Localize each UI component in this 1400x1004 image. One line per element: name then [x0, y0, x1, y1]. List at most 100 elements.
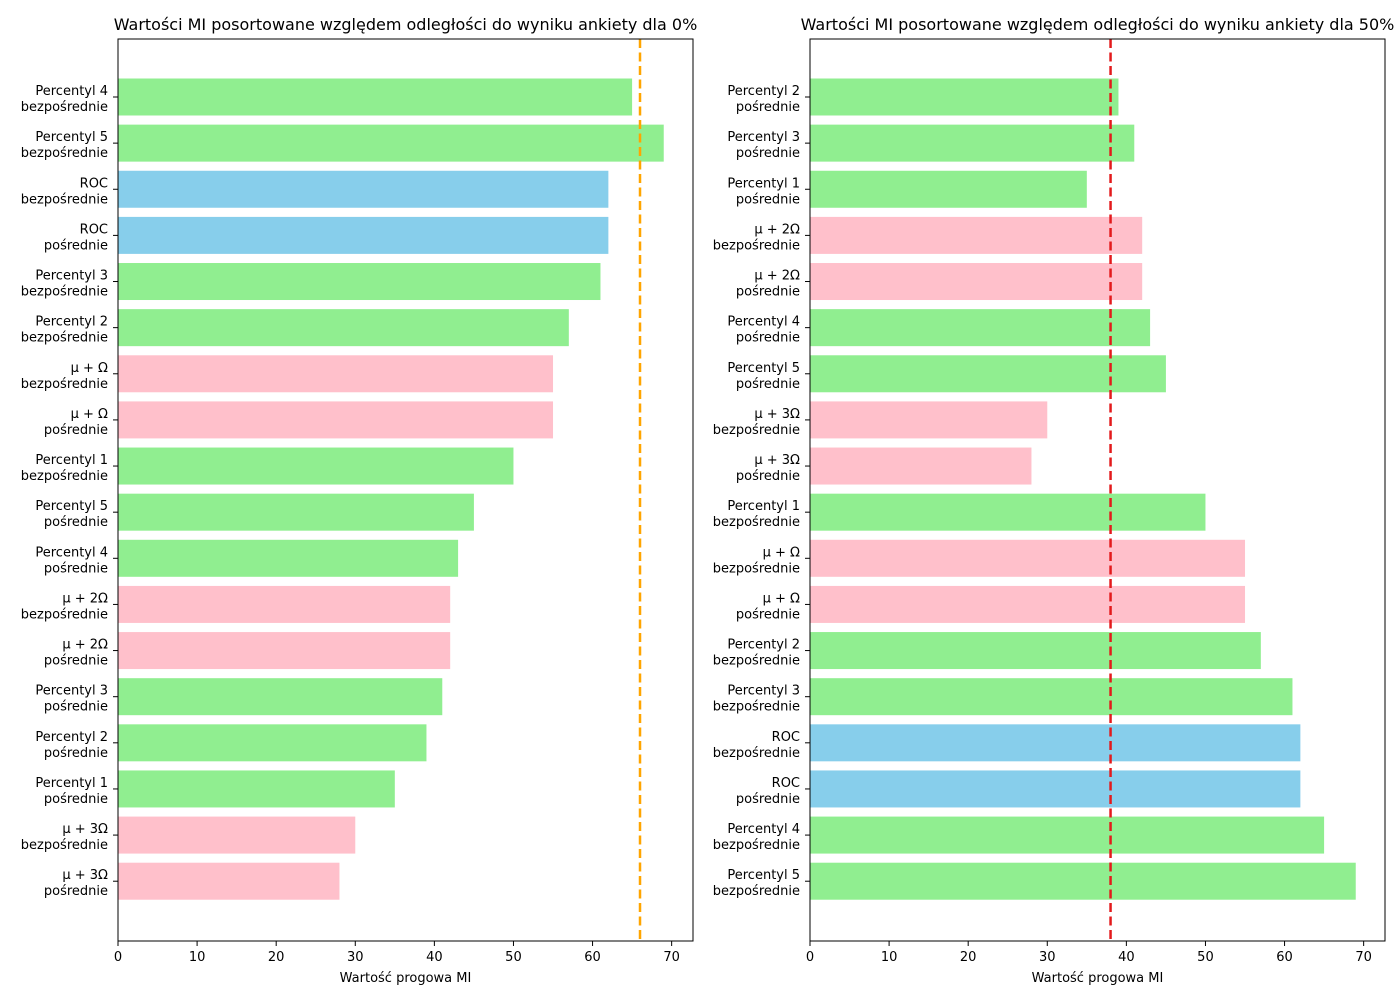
- x-tick-label: 40: [426, 950, 443, 965]
- y-tick-label: µ + 3Ω: [62, 868, 108, 883]
- chart-panel-1: Wartości MI posortowane względem odległo…: [21, 15, 698, 986]
- y-tick-label: µ + 3Ω: [754, 407, 800, 422]
- y-tick-label: Percentyl 2: [35, 315, 108, 330]
- y-tick-label: bezpośrednie: [21, 146, 108, 161]
- y-tick-label: bezpośrednie: [21, 377, 108, 392]
- y-tick-label: bezpośrednie: [713, 654, 800, 669]
- x-tick-label: 20: [960, 950, 977, 965]
- bar: [118, 632, 451, 670]
- y-tick-label: bezpośrednie: [21, 285, 108, 300]
- y-tick-label: Percentyl 2: [727, 638, 800, 653]
- bar: [118, 585, 451, 623]
- bar: [118, 216, 609, 254]
- bar: [810, 216, 1143, 254]
- y-tick-label: pośrednie: [44, 654, 108, 669]
- y-tick-label: pośrednie: [736, 792, 800, 807]
- axes-frame: [117, 38, 694, 942]
- x-axis-label: Wartość progowa MI: [340, 971, 472, 986]
- y-tick-label: µ + 2Ω: [754, 222, 800, 237]
- bar: [810, 78, 1119, 116]
- bar: [810, 263, 1143, 301]
- bar: [810, 862, 1356, 900]
- bar: [810, 724, 1301, 762]
- y-tick-label: bezpośrednie: [21, 100, 108, 115]
- bar: [118, 539, 459, 577]
- bar: [118, 124, 664, 162]
- y-tick-label: ROC: [80, 176, 108, 191]
- y-tick-label: bezpośrednie: [713, 700, 800, 715]
- bar: [810, 447, 1032, 485]
- y-tick-label: Percentyl 4: [727, 822, 800, 837]
- x-tick-label: 20: [268, 950, 285, 965]
- y-tick-label: bezpośrednie: [713, 746, 800, 761]
- bar: [810, 309, 1151, 347]
- y-tick-label: Percentyl 5: [35, 499, 108, 514]
- x-tick-label: 10: [881, 950, 898, 965]
- x-tick-label: 0: [114, 950, 122, 965]
- x-tick-label: 30: [1039, 950, 1056, 965]
- y-tick-label: Percentyl 3: [35, 684, 108, 699]
- y-tick-label: pośrednie: [44, 561, 108, 576]
- y-tick-label: pośrednie: [44, 700, 108, 715]
- y-tick-label: µ + Ω: [71, 407, 108, 422]
- y-tick-label: bezpośrednie: [713, 838, 800, 853]
- chart-panel-2: Wartości MI posortowane względem odległo…: [713, 15, 1395, 986]
- y-tick-label: bezpośrednie: [21, 838, 108, 853]
- y-tick-label: µ + 3Ω: [754, 453, 800, 468]
- bar: [118, 170, 609, 208]
- bar: [118, 447, 514, 485]
- y-tick-label: pośrednie: [44, 792, 108, 807]
- x-tick-label: 10: [189, 950, 206, 965]
- x-axis-label: Wartość progowa MI: [1032, 971, 1164, 986]
- y-tick-label: bezpośrednie: [713, 561, 800, 576]
- y-tick-label: bezpośrednie: [21, 469, 108, 484]
- y-tick-label: Percentyl 2: [727, 84, 800, 99]
- bar: [118, 401, 554, 439]
- bar: [118, 862, 340, 900]
- y-tick-label: ROC: [80, 222, 108, 237]
- x-tick-label: 70: [663, 950, 680, 965]
- y-tick-label: bezpośrednie: [21, 331, 108, 346]
- bar: [810, 539, 1246, 577]
- y-tick-label: Percentyl 3: [35, 269, 108, 284]
- y-tick-label: pośrednie: [736, 146, 800, 161]
- y-tick-label: Percentyl 1: [727, 176, 800, 191]
- y-tick-label: bezpośrednie: [713, 515, 800, 530]
- bar: [118, 678, 443, 716]
- x-tick-label: 70: [1355, 950, 1372, 965]
- bar: [118, 263, 601, 301]
- y-tick-label: bezpośrednie: [21, 192, 108, 207]
- bar: [118, 493, 474, 531]
- bar: [810, 124, 1135, 162]
- y-tick-label: pośrednie: [736, 100, 800, 115]
- bar: [118, 816, 356, 854]
- bar: [810, 493, 1206, 531]
- y-tick-label: Percentyl 4: [727, 315, 800, 330]
- bar: [810, 401, 1048, 439]
- y-tick-label: µ + Ω: [763, 591, 800, 606]
- bar: [118, 724, 427, 762]
- y-tick-label: µ + 3Ω: [62, 822, 108, 837]
- y-tick-label: pośrednie: [44, 884, 108, 899]
- bar: [118, 309, 569, 347]
- x-tick-label: 40: [1118, 950, 1135, 965]
- y-tick-label: Percentyl 5: [727, 361, 800, 376]
- bar: [810, 770, 1301, 808]
- y-tick-label: Percentyl 5: [35, 130, 108, 145]
- y-tick-label: Percentyl 4: [35, 84, 108, 99]
- y-tick-label: Percentyl 2: [35, 730, 108, 745]
- y-tick-label: µ + 2Ω: [62, 638, 108, 653]
- x-tick-label: 50: [1197, 950, 1214, 965]
- x-tick-label: 60: [1276, 950, 1293, 965]
- bar: [810, 585, 1246, 623]
- y-tick-label: pośrednie: [736, 192, 800, 207]
- y-tick-label: bezpośrednie: [21, 607, 108, 622]
- y-tick-label: pośrednie: [736, 377, 800, 392]
- bar: [810, 632, 1261, 670]
- bar: [810, 678, 1293, 716]
- y-tick-label: Percentyl 4: [35, 545, 108, 560]
- x-tick-label: 50: [505, 950, 522, 965]
- bar: [810, 355, 1166, 393]
- y-tick-label: pośrednie: [736, 469, 800, 484]
